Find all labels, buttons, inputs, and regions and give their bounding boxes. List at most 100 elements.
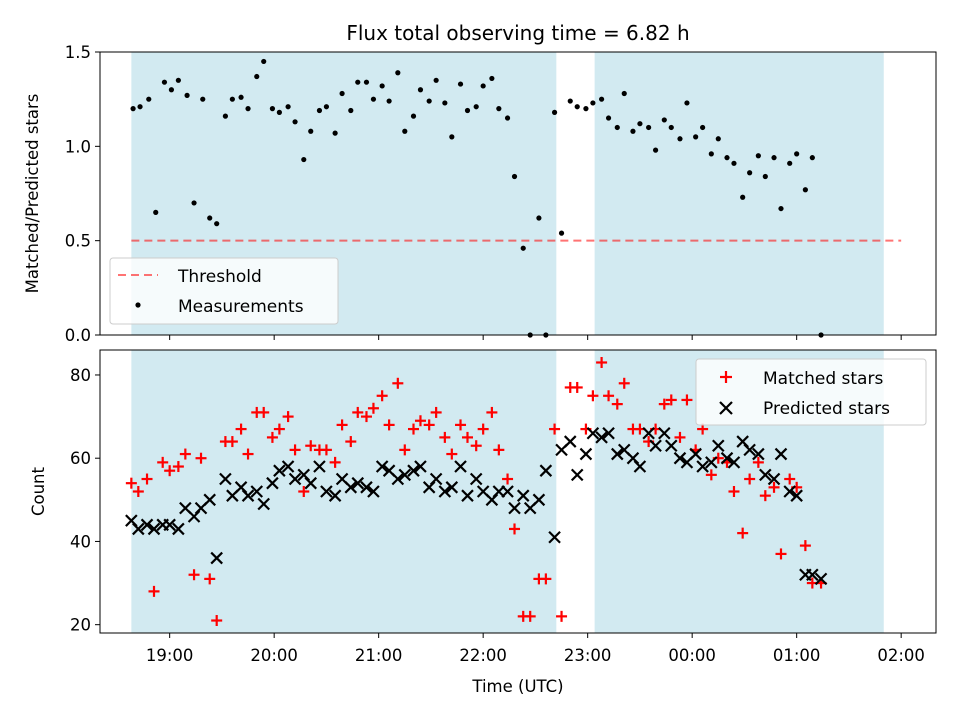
measurement-point (802, 187, 808, 193)
matched-point (211, 615, 223, 627)
predicted-point-b (454, 460, 467, 473)
predicted-point (539, 464, 553, 477)
measurement-point (323, 104, 330, 110)
predicted-point-b (563, 435, 577, 448)
ratio-panel-frame (99, 51, 937, 336)
matched-point (289, 444, 301, 456)
observing-window-2 (594, 52, 884, 335)
measurement-point (684, 100, 690, 106)
predicted-point-b (783, 485, 796, 498)
predicted-point (532, 493, 546, 507)
predicted-point-b (147, 522, 161, 536)
measurement-point (161, 79, 168, 85)
predicted-point (351, 476, 365, 490)
predicted-point-b (595, 431, 608, 444)
measurement-points (130, 58, 824, 338)
matched-point (273, 423, 285, 435)
x-tick-label: 20:00 (250, 646, 298, 665)
predicted-point (414, 460, 427, 473)
predicted-point-b (203, 493, 217, 507)
matched-point (329, 456, 341, 468)
matched-point (799, 540, 811, 552)
measurement-point (191, 200, 197, 206)
measurement-point (567, 98, 573, 104)
x-tick-label: 21:00 (355, 646, 403, 665)
matched-point (164, 465, 176, 477)
measurement-point (417, 87, 424, 93)
predicted-point-b (743, 443, 756, 457)
predicted-point-b (501, 485, 514, 498)
predicted-point (203, 493, 217, 507)
measurement-point (646, 124, 652, 131)
predicted-point (752, 447, 765, 461)
predicted-point-b (398, 468, 412, 482)
predicted-point-b (759, 468, 772, 482)
measurement-point (652, 147, 659, 153)
measurement-point (229, 96, 235, 102)
measurement-point (402, 128, 408, 134)
matched-point (188, 569, 200, 581)
matched-point (282, 411, 294, 423)
matched-point (367, 402, 379, 414)
matched-point (587, 390, 599, 402)
matched-point (509, 523, 521, 535)
predicted-point-b (125, 514, 138, 527)
predicted-point-b (438, 485, 452, 498)
predicted-point (610, 447, 624, 461)
threshold-legend-label: Threshold (177, 267, 262, 287)
matched-point (455, 419, 467, 431)
measurement-point (292, 119, 298, 125)
predicted-legend-marker-b (719, 401, 733, 415)
measurement-point (558, 230, 565, 236)
matched-point (305, 440, 317, 452)
predicted-point-b (532, 493, 546, 507)
measurement-point (200, 96, 206, 102)
matched-point (728, 486, 740, 497)
measurement-point (677, 136, 683, 142)
chart-title: Flux total observing time = 6.82 h (346, 21, 689, 45)
measurement-point (245, 106, 251, 112)
measurement-point (426, 98, 432, 104)
ratio-y-axis-label: Matched/Predicted stars (23, 94, 42, 294)
predicted-point (501, 485, 514, 498)
predicted-point (257, 497, 270, 511)
matched-point (549, 423, 561, 435)
predicted-point-b (727, 456, 741, 469)
measurement-point (222, 113, 228, 119)
count-y-axis-label: Count (29, 466, 48, 516)
ratio-y-tick-label: 1.5 (65, 43, 91, 62)
measurement-point (771, 155, 777, 161)
predicted-point-b (696, 460, 709, 473)
predicted-point (147, 522, 161, 536)
measurement-point (590, 100, 596, 106)
matched-point (540, 573, 552, 585)
measurement-point (574, 104, 580, 110)
measurement-point (536, 215, 542, 221)
matched-point (603, 390, 615, 402)
measurement-point (395, 70, 401, 76)
predicted-point (602, 426, 615, 440)
x-tick-label: 01:00 (773, 646, 821, 665)
matched-point (775, 548, 787, 560)
ratio-y-tick-label: 0.5 (65, 232, 91, 251)
matched-point (226, 436, 238, 448)
matched-point (179, 448, 191, 460)
measurement-point (747, 170, 753, 176)
measurement-point (254, 73, 260, 80)
predicted-point (806, 568, 819, 582)
predicted-point (328, 489, 342, 502)
predicted-point-b (304, 476, 318, 490)
predicted-point (445, 481, 459, 494)
measurement-point (457, 81, 464, 87)
predicted-point (570, 468, 584, 482)
predicted-point (673, 451, 687, 465)
predicted-point-b (705, 456, 718, 469)
observing-window-1 (131, 350, 557, 633)
predicted-point-b (673, 451, 687, 465)
predicted-point-b (752, 447, 765, 461)
count-y-tick-label: 40 (70, 532, 91, 551)
predicted-legend-marker (719, 401, 733, 415)
predicted-point-b (570, 468, 584, 482)
predicted-point-b (579, 447, 593, 461)
predicted-legend-swatch (719, 401, 733, 415)
